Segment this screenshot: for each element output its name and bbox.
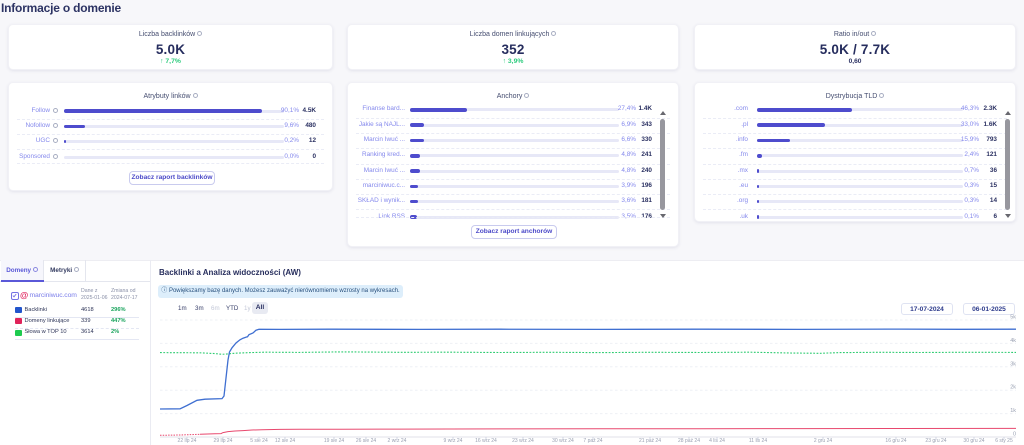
svg-text:1k: 1k: [1010, 408, 1016, 414]
svg-text:4k: 4k: [1010, 338, 1016, 344]
svg-text:26 sie 24: 26 sie 24: [356, 438, 377, 444]
svg-text:16 wrz 24: 16 wrz 24: [475, 438, 497, 444]
svg-text:30 wrz 24: 30 wrz 24: [552, 438, 574, 444]
svg-text:11 lis 24: 11 lis 24: [749, 438, 767, 444]
svg-text:4 lis 24: 4 lis 24: [709, 438, 725, 444]
svg-text:12 sie 24: 12 sie 24: [275, 438, 296, 444]
svg-text:7 paź 24: 7 paź 24: [583, 438, 602, 444]
svg-text:29 lip 24: 29 lip 24: [214, 438, 233, 444]
svg-text:0: 0: [1013, 432, 1016, 438]
svg-text:22 lip 24: 22 lip 24: [178, 438, 197, 444]
svg-text:28 paź 24: 28 paź 24: [678, 438, 700, 444]
svg-text:16 gru 24: 16 gru 24: [885, 438, 906, 444]
svg-text:5 sie 24: 5 sie 24: [250, 438, 268, 444]
svg-text:23 gru 24: 23 gru 24: [925, 438, 946, 444]
svg-text:6 sty 25: 6 sty 25: [995, 438, 1013, 444]
svg-text:3k: 3k: [1010, 361, 1016, 367]
svg-text:23 wrz 24: 23 wrz 24: [512, 438, 534, 444]
svg-text:2k: 2k: [1010, 385, 1016, 391]
svg-text:5k: 5k: [1010, 315, 1016, 321]
svg-text:30 gru 24: 30 gru 24: [963, 438, 984, 444]
svg-text:21 paź 24: 21 paź 24: [639, 438, 661, 444]
svg-text:19 sie 24: 19 sie 24: [324, 438, 345, 444]
svg-text:2 gru 24: 2 gru 24: [814, 438, 833, 444]
svg-text:2 wrz 24: 2 wrz 24: [388, 438, 407, 444]
svg-text:9 wrz 24: 9 wrz 24: [444, 438, 463, 444]
